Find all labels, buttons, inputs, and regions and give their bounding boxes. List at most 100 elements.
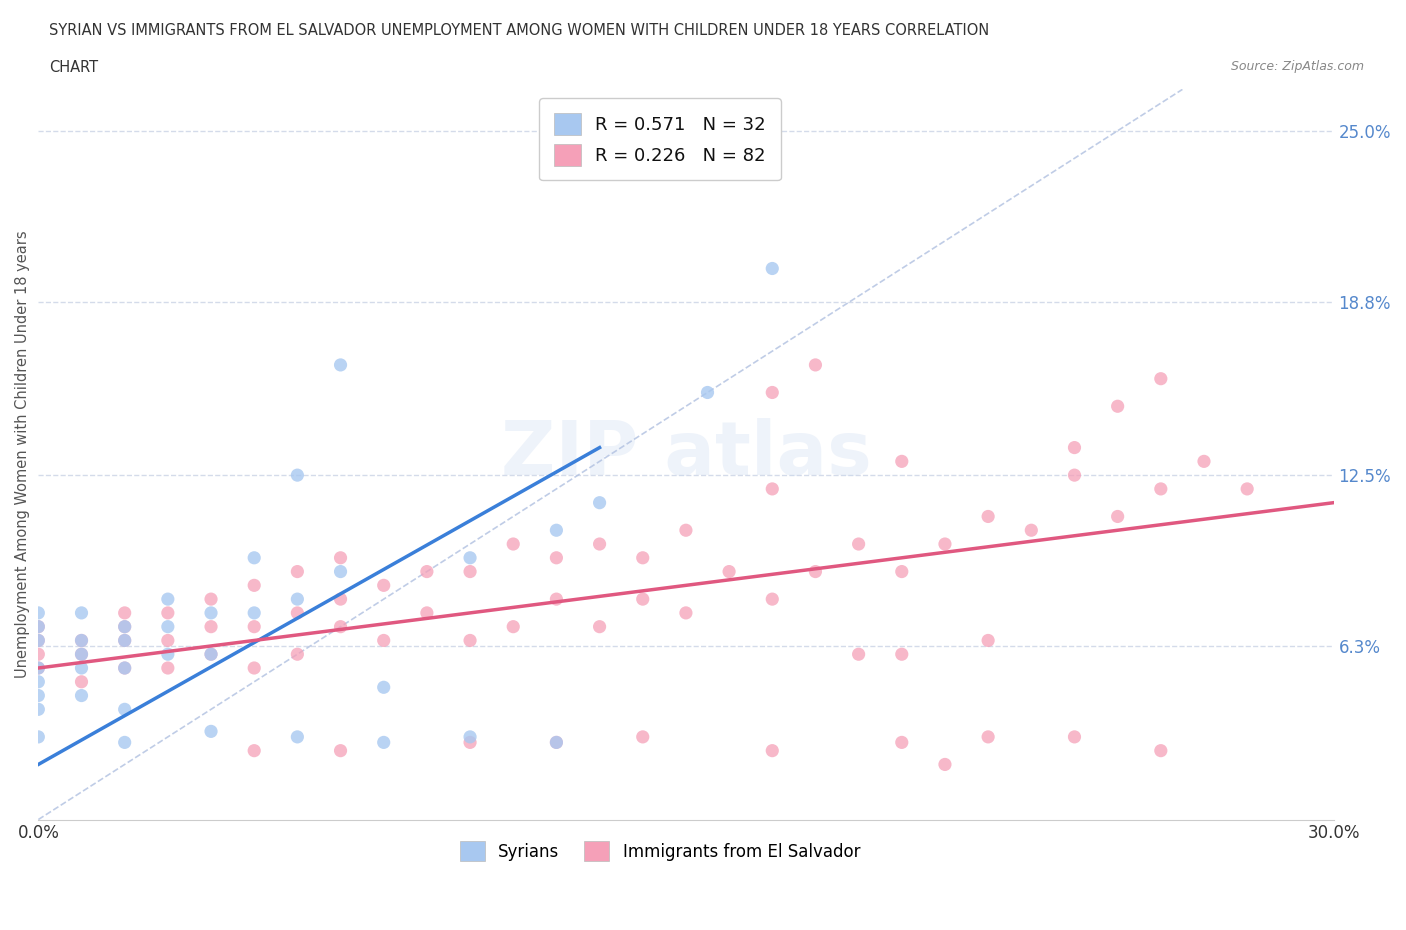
Point [329, 591, 352, 606]
Point [27, 674, 49, 689]
Point [287, 605, 309, 620]
Point [27, 633, 49, 648]
Point [329, 551, 352, 565]
Point [156, 633, 179, 648]
Point [890, 646, 912, 661]
Point [114, 633, 136, 648]
Point [373, 633, 395, 648]
Point [287, 468, 309, 483]
Point [114, 619, 136, 634]
Point [546, 523, 568, 538]
Point [890, 565, 912, 579]
Point [156, 605, 179, 620]
Point [416, 565, 439, 579]
Point [416, 605, 439, 620]
Point [1236, 482, 1258, 497]
Point [848, 646, 870, 661]
Point [977, 509, 1000, 524]
Point [243, 551, 266, 565]
Text: ZIP atlas: ZIP atlas [501, 418, 872, 491]
Point [848, 537, 870, 551]
Point [70, 633, 93, 648]
Point [156, 646, 179, 661]
Point [675, 523, 697, 538]
Point [546, 591, 568, 606]
Point [200, 724, 222, 738]
Text: Source: ZipAtlas.com: Source: ZipAtlas.com [1230, 60, 1364, 73]
Point [27, 646, 49, 661]
Point [546, 735, 568, 750]
Point [761, 482, 783, 497]
Point [934, 537, 956, 551]
Point [27, 660, 49, 675]
Point [70, 646, 93, 661]
Text: CHART: CHART [49, 60, 98, 75]
Point [890, 454, 912, 469]
Point [287, 729, 309, 744]
Point [70, 674, 93, 689]
Point [1150, 371, 1173, 386]
Point [890, 735, 912, 750]
Point [114, 660, 136, 675]
Point [70, 633, 93, 648]
Point [287, 591, 309, 606]
Point [373, 578, 395, 592]
Point [631, 551, 654, 565]
Point [156, 591, 179, 606]
Point [458, 551, 481, 565]
Point [631, 591, 654, 606]
Point [1063, 729, 1085, 744]
Point [243, 660, 266, 675]
Point [27, 702, 49, 717]
Point [70, 605, 93, 620]
Point [200, 619, 222, 634]
Point [458, 735, 481, 750]
Point [1063, 440, 1085, 455]
Point [27, 619, 49, 634]
Point [977, 729, 1000, 744]
Point [114, 633, 136, 648]
Point [458, 565, 481, 579]
Point [546, 735, 568, 750]
Point [27, 660, 49, 675]
Point [243, 743, 266, 758]
Point [27, 619, 49, 634]
Point [546, 551, 568, 565]
Point [373, 680, 395, 695]
Point [27, 688, 49, 703]
Point [114, 735, 136, 750]
Point [1107, 509, 1129, 524]
Point [804, 357, 827, 372]
Point [329, 743, 352, 758]
Point [114, 702, 136, 717]
Point [458, 729, 481, 744]
Point [70, 688, 93, 703]
Point [1107, 399, 1129, 414]
Point [287, 646, 309, 661]
Point [114, 660, 136, 675]
Point [200, 591, 222, 606]
Point [114, 619, 136, 634]
Point [1021, 523, 1043, 538]
Y-axis label: Unemployment Among Women with Children Under 18 years: Unemployment Among Women with Children U… [15, 231, 30, 678]
Point [243, 578, 266, 592]
Text: SYRIAN VS IMMIGRANTS FROM EL SALVADOR UNEMPLOYMENT AMONG WOMEN WITH CHILDREN UND: SYRIAN VS IMMIGRANTS FROM EL SALVADOR UN… [49, 23, 990, 38]
Point [1150, 482, 1173, 497]
Point [761, 743, 783, 758]
Point [761, 591, 783, 606]
Point [458, 633, 481, 648]
Point [329, 619, 352, 634]
Point [243, 605, 266, 620]
Point [243, 619, 266, 634]
Point [588, 496, 610, 511]
Point [588, 619, 610, 634]
Point [156, 619, 179, 634]
Point [70, 646, 93, 661]
Point [761, 261, 783, 276]
Point [329, 565, 352, 579]
Point [718, 565, 741, 579]
Point [675, 605, 697, 620]
Point [373, 735, 395, 750]
Point [761, 385, 783, 400]
Point [1150, 743, 1173, 758]
